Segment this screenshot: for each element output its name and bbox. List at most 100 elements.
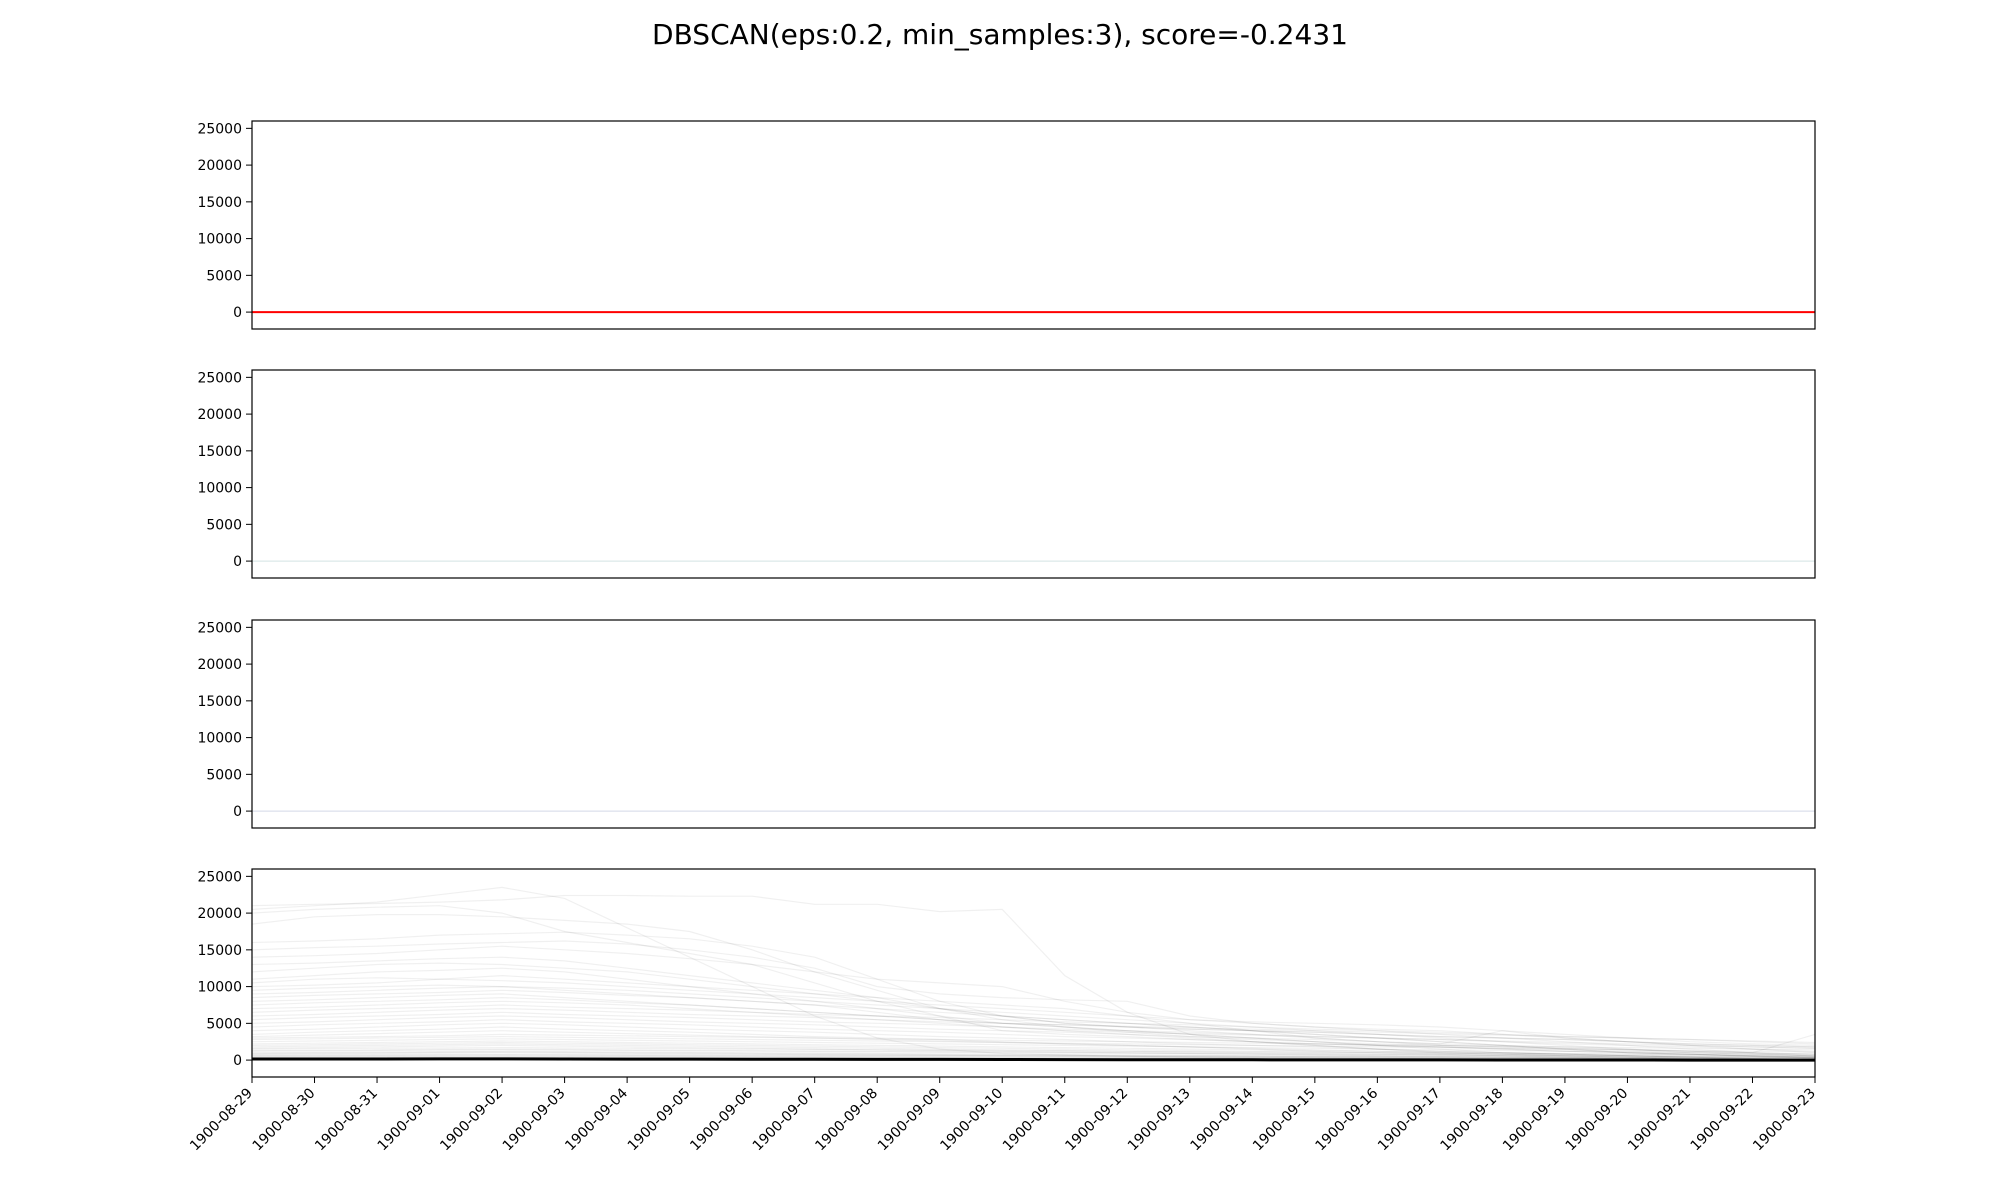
x-tick-label-1900-09-10: 1900-09-10 <box>937 1085 1006 1154</box>
subplot-4-series-line-22 <box>252 1015 1815 1055</box>
subplot-4-series-line-13 <box>252 984 1815 1057</box>
x-tick-label-1900-08-31: 1900-08-31 <box>312 1085 381 1154</box>
subplot-4-frame <box>251 868 1816 1078</box>
subplot-3-y-tick-label-5000: 5000 <box>206 767 242 783</box>
subplot-4-series-line-16 <box>252 993 1815 1044</box>
subplot-4-series-line-30 <box>252 1040 1815 1057</box>
subplot-4-series-line-40 <box>252 1053 1815 1059</box>
subplot-4-series-line-23 <box>252 1019 1815 1059</box>
subplot-4-series-line-31 <box>252 1041 1815 1059</box>
x-tick-label-1900-09-08: 1900-09-08 <box>812 1085 881 1154</box>
x-tick-label-1900-09-19: 1900-09-19 <box>1500 1085 1569 1154</box>
x-tick-label-1900-09-12: 1900-09-12 <box>1062 1085 1131 1154</box>
x-tick-label-1900-09-09: 1900-09-09 <box>875 1085 944 1154</box>
subplot-4-series-line-35 <box>252 1048 1815 1058</box>
x-tick-label-1900-08-30: 1900-08-30 <box>250 1085 319 1154</box>
subplot-4-series-line-21 <box>252 1011 1815 1052</box>
subplot-3-y-tick-label-20000: 20000 <box>197 657 242 673</box>
subplot-4-series-line-14 <box>252 985 1815 1058</box>
subplot-4-series-line-8 <box>252 956 1815 1048</box>
subplot-4-series-line-5 <box>252 931 1815 1049</box>
subplot-2-y-tick-label-20000: 20000 <box>197 407 242 423</box>
subplot-4-series-line-20 <box>252 1007 1815 1048</box>
subplot-2-y-tick-label-0: 0 <box>233 554 242 570</box>
subplot-1: 0 5000 10000 15000 20000 25000 <box>197 120 1816 330</box>
subplot-4-series-line-26 <box>252 1030 1815 1061</box>
subplot-4-series-line-33 <box>252 1044 1815 1061</box>
subplot-4-series-line-12 <box>252 974 1815 1055</box>
subplot-3-frame <box>251 619 1816 829</box>
subplot-1-y-tick-label-0: 0 <box>233 305 242 321</box>
subplot-4-series-line-9 <box>252 962 1815 1058</box>
subplot-4-series-line-24 <box>252 1022 1815 1060</box>
x-tick-label-1900-09-22: 1900-09-22 <box>1688 1085 1757 1154</box>
subplot-4-y-tick-label-20000: 20000 <box>197 906 242 922</box>
subplot-4-series-line-17 <box>252 996 1815 1060</box>
x-tick-label-1900-09-23: 1900-09-23 <box>1750 1085 1819 1154</box>
x-tick-label-1900-08-29: 1900-08-29 <box>187 1085 256 1154</box>
x-tick-label-1900-09-15: 1900-09-15 <box>1250 1085 1319 1154</box>
x-tick-label-1900-09-04: 1900-09-04 <box>562 1085 631 1154</box>
subplot-3-y-tick-label-0: 0 <box>233 804 242 820</box>
subplot-3-y-tick-label-25000: 25000 <box>197 620 242 636</box>
subplot-4-series-line-34 <box>252 1046 1815 1056</box>
subplot-4-series-line-19 <box>252 1004 1815 1045</box>
subplot-4-series-line-11 <box>252 977 1815 1057</box>
subplot-4-series-line-3 <box>252 905 1815 1059</box>
subplot-4-series-line-32 <box>252 1043 1815 1060</box>
subplot-4: 05000100001500020000250001900-08-291900-… <box>187 868 1819 1154</box>
subplot-2-y-tick-label-5000: 5000 <box>206 517 242 533</box>
subplot-4-series-line-37 <box>252 1050 1815 1060</box>
subplot-3-y-tick-label-15000: 15000 <box>197 694 242 710</box>
x-tick-label-1900-09-14: 1900-09-14 <box>1187 1085 1256 1154</box>
subplot-1-y-tick-label-10000: 10000 <box>197 232 242 248</box>
subplot-4-y-tick-label-5000: 5000 <box>206 1016 242 1032</box>
chart-title: DBSCAN(eps:0.2, min_samples:3), score=-0… <box>652 18 1348 51</box>
subplot-1-y-tick-label-25000: 25000 <box>197 121 242 137</box>
subplot-4-series-line-27 <box>252 1033 1815 1051</box>
subplot-3: 0 5000 10000 15000 20000 25000 <box>197 619 1816 829</box>
subplot-4-series-line-36 <box>252 1049 1815 1059</box>
x-tick-label-1900-09-18: 1900-09-18 <box>1438 1085 1507 1154</box>
subplot-2-y-tick-label-15000: 15000 <box>197 444 242 460</box>
x-tick-label-1900-09-17: 1900-09-17 <box>1375 1085 1444 1154</box>
subplot-4-mean-line <box>252 1057 1815 1062</box>
subplot-4-y-tick-label-15000: 15000 <box>197 943 242 959</box>
x-tick-label-1900-09-05: 1900-09-05 <box>625 1085 694 1154</box>
subplot-4-series-line-7 <box>252 945 1815 1046</box>
subplot-3-y-tick-label-10000: 10000 <box>197 731 242 747</box>
subplot-4-series-line-1 <box>252 886 1815 1061</box>
x-tick-label-1900-09-01: 1900-09-01 <box>375 1085 444 1154</box>
subplot-1-y-tick-label-15000: 15000 <box>197 195 242 211</box>
x-tick-label-1900-09-11: 1900-09-11 <box>1000 1085 1069 1154</box>
subplot-4-series-line-25 <box>252 1026 1815 1061</box>
x-tick-label-1900-09-16: 1900-09-16 <box>1313 1085 1382 1154</box>
subplot-4-series-line-2 <box>252 894 1815 1060</box>
subplot-2-frame <box>251 369 1816 579</box>
subplot-4-series-line-29 <box>252 1038 1815 1055</box>
subplot-2-y-tick-label-25000: 25000 <box>197 370 242 386</box>
subplot-1-frame <box>251 120 1816 330</box>
subplot-1-y-tick-label-5000: 5000 <box>206 268 242 284</box>
subplot-4-series-line-38 <box>252 1051 1815 1061</box>
subplot-4-y-tick-label-10000: 10000 <box>197 980 242 996</box>
x-tick-label-1900-09-03: 1900-09-03 <box>500 1085 569 1154</box>
x-tick-label-1900-09-13: 1900-09-13 <box>1125 1085 1194 1154</box>
x-tick-label-1900-09-06: 1900-09-06 <box>687 1085 756 1154</box>
subplot-1-y-tick-label-20000: 20000 <box>197 158 242 174</box>
subplot-2-y-tick-label-10000: 10000 <box>197 481 242 497</box>
subplot-4-series-line-28 <box>252 1035 1815 1053</box>
x-tick-label-1900-09-07: 1900-09-07 <box>750 1085 819 1154</box>
subplot-4-series-line-41 <box>252 1054 1815 1059</box>
subplot-4-y-tick-label-0: 0 <box>233 1053 242 1069</box>
x-tick-label-1900-09-21: 1900-09-21 <box>1625 1085 1694 1154</box>
subplot-4-series-line-18 <box>252 1000 1815 1061</box>
subplot-4-series-line-15 <box>252 989 1815 1049</box>
subplot-4-series-line-4 <box>252 913 1815 1054</box>
subplot-4-series-group <box>252 886 1815 1062</box>
subplot-4-series-line-6 <box>252 940 1815 1054</box>
subplot-4-series-line-42 <box>252 1055 1815 1060</box>
x-tick-label-1900-09-02: 1900-09-02 <box>437 1085 506 1154</box>
subplot-2: 0 5000 10000 15000 20000 25000 <box>197 369 1816 579</box>
